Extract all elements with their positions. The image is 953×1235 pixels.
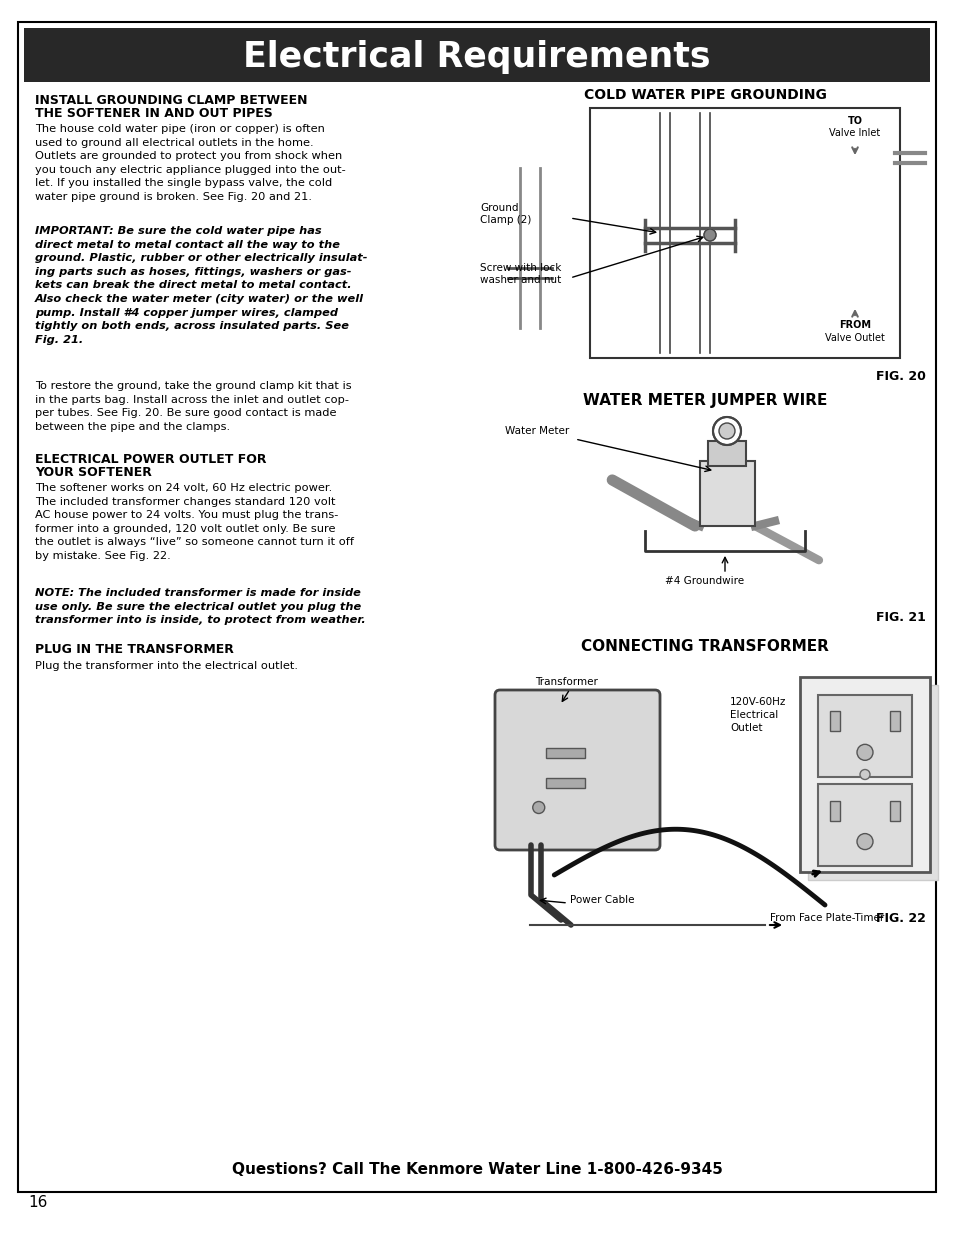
Text: PLUG IN THE TRANSFORMER: PLUG IN THE TRANSFORMER (35, 643, 233, 656)
Bar (889, 800, 899, 820)
Text: COLD WATER PIPE GROUNDING: COLD WATER PIPE GROUNDING (583, 88, 825, 103)
Text: NOTE: The included transformer is made for inside
use only. Be sure the electric: NOTE: The included transformer is made f… (35, 588, 365, 625)
Text: The house cold water pipe (iron or copper) is often
used to ground all electrica: The house cold water pipe (iron or coppe… (35, 124, 345, 203)
Text: THE SOFTENER IN AND OUT PIPES: THE SOFTENER IN AND OUT PIPES (35, 107, 273, 120)
Circle shape (712, 417, 740, 445)
Circle shape (532, 802, 544, 814)
Text: 120V-60Hz
Electrical
Outlet: 120V-60Hz Electrical Outlet (729, 697, 785, 732)
Bar (546, 778, 584, 788)
Circle shape (719, 424, 734, 438)
Text: Valve Outlet: Valve Outlet (824, 333, 884, 343)
Text: Screw with lock
washer and nut: Screw with lock washer and nut (479, 263, 560, 284)
Text: To restore the ground, take the ground clamp kit that is
in the parts bag. Insta: To restore the ground, take the ground c… (35, 382, 352, 432)
Text: Valve Inlet: Valve Inlet (828, 128, 880, 138)
Circle shape (856, 834, 872, 850)
Text: Questions? Call The Kenmore Water Line 1-800-426-9345: Questions? Call The Kenmore Water Line 1… (232, 1162, 721, 1177)
Text: ELECTRICAL POWER OUTLET FOR: ELECTRICAL POWER OUTLET FOR (35, 453, 266, 466)
Text: IMPORTANT: Be sure the cold water pipe has
direct metal to metal contact all the: IMPORTANT: Be sure the cold water pipe h… (35, 226, 367, 345)
Bar (700, 461, 754, 526)
Text: FROM: FROM (838, 320, 870, 330)
Text: #4 Groundwire: #4 Groundwire (665, 576, 743, 585)
Text: FIG. 22: FIG. 22 (875, 911, 925, 925)
Text: CONNECTING TRANSFORMER: CONNECTING TRANSFORMER (580, 638, 828, 655)
Bar (546, 747, 584, 758)
Bar (589, 107, 899, 358)
Bar (707, 441, 745, 466)
FancyBboxPatch shape (495, 690, 659, 850)
Bar (24, 28, 929, 82)
Bar (807, 685, 937, 881)
Text: 16: 16 (28, 1195, 48, 1210)
Text: WATER METER JUMPER WIRE: WATER METER JUMPER WIRE (582, 393, 826, 408)
Text: TO: TO (846, 116, 862, 126)
Text: Electrical Requirements: Electrical Requirements (243, 40, 710, 74)
Text: INSTALL GROUNDING CLAMP BETWEEN: INSTALL GROUNDING CLAMP BETWEEN (35, 94, 307, 107)
Circle shape (703, 228, 716, 241)
Text: YOUR SOFTENER: YOUR SOFTENER (35, 466, 152, 479)
Text: FIG. 21: FIG. 21 (875, 611, 925, 624)
Text: Ground
Clamp (2): Ground Clamp (2) (479, 203, 531, 225)
Text: Plug the transformer into the electrical outlet.: Plug the transformer into the electrical… (35, 661, 297, 671)
Text: From Face Plate-Timer: From Face Plate-Timer (769, 913, 883, 923)
Text: Water Meter: Water Meter (504, 426, 569, 436)
Circle shape (856, 745, 872, 761)
Text: Transformer: Transformer (535, 677, 598, 687)
Circle shape (859, 769, 869, 779)
Text: The softener works on 24 volt, 60 Hz electric power.
The included transformer ch: The softener works on 24 volt, 60 Hz ele… (35, 483, 354, 561)
Bar (889, 711, 899, 731)
Text: Power Cable: Power Cable (569, 895, 634, 905)
Bar (817, 695, 911, 777)
Bar (829, 800, 840, 820)
Bar (800, 677, 929, 872)
Bar (829, 711, 840, 731)
Bar (817, 784, 911, 866)
Text: FIG. 20: FIG. 20 (875, 370, 925, 383)
